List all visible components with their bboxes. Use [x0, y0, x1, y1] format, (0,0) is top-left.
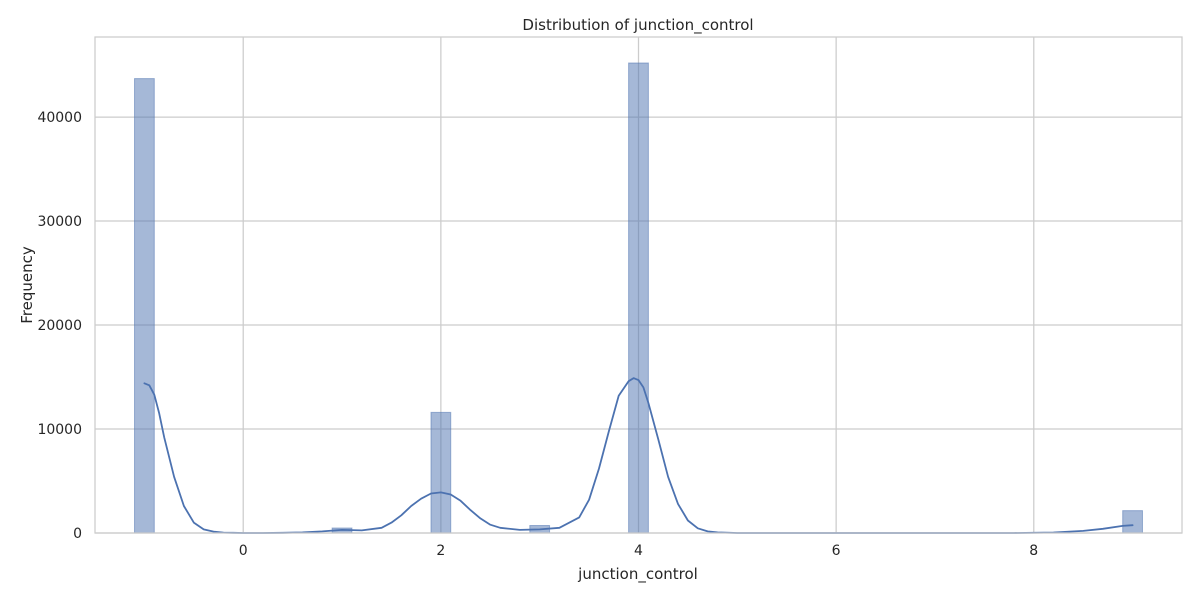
- x-tick-label: 0: [239, 543, 248, 559]
- x-axis-label: junction_control: [577, 565, 698, 584]
- histogram-bar: [134, 78, 155, 534]
- histogram-bar: [430, 411, 452, 534]
- x-tick-label: 2: [436, 543, 445, 559]
- y-tick-label: 20000: [37, 318, 82, 334]
- tick-labels: 0 2 4 6 8 0 10000 20000 30000 40000: [37, 110, 1038, 559]
- x-tick-label: 6: [832, 543, 841, 559]
- chart-title: Distribution of junction_control: [522, 16, 753, 35]
- x-tick-label: 8: [1029, 543, 1038, 559]
- histogram-bars: [134, 62, 1143, 534]
- y-tick-label: 10000: [37, 422, 82, 438]
- y-tick-label: 40000: [37, 110, 82, 126]
- histogram-bar: [628, 62, 649, 534]
- y-tick-label: 30000: [37, 214, 82, 230]
- plot-frame: [94, 36, 1183, 534]
- x-tick-label: 4: [634, 543, 643, 559]
- y-tick-label: 0: [73, 526, 82, 542]
- y-axis-label: Frequency: [18, 246, 36, 324]
- histogram-bar: [1122, 510, 1143, 534]
